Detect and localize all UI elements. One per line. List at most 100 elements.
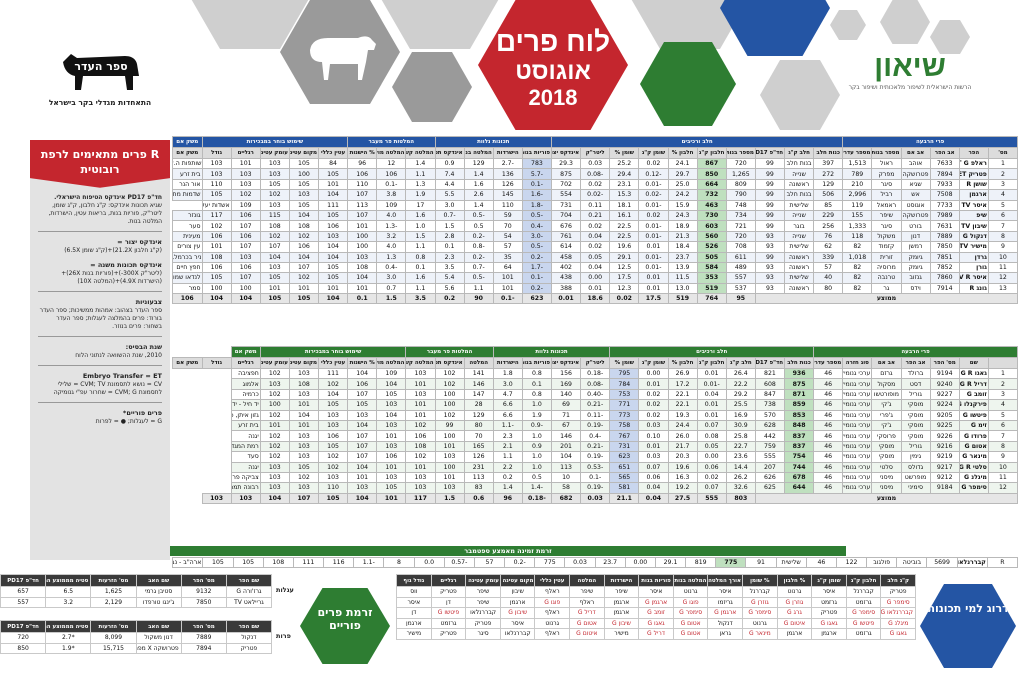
table-cell: 103 xyxy=(405,388,436,401)
table-row: 13 גונג R 7914 וידס גר 82 80 ראשונה 93 537 519 13.0… xyxy=(172,282,1019,295)
table-cell: 6.6 xyxy=(492,399,523,411)
table-cell: 397 xyxy=(813,157,844,170)
group-header: המלטות פר מעבר xyxy=(405,346,494,358)
header: לוח פרים אוגוסט 2018 שיאון הרשות הישראלי… xyxy=(0,0,1024,132)
table-row: גאגו G גרזמט ארגמן ארגמן מינאר G גראן אטום G דר… xyxy=(396,628,916,640)
table-cell: מישיר xyxy=(396,628,432,640)
table-cell: 1.0 xyxy=(521,399,553,411)
table-cell: 110 xyxy=(347,178,378,191)
table-cell: מוסקי xyxy=(871,451,902,463)
table-cell: 871 xyxy=(783,388,815,401)
table-cell: 758 xyxy=(609,419,640,432)
legend-panel: R פרים מתאימים לרפת רובוטית חד"פ PD17 אי… xyxy=(30,140,170,560)
decor-hex-green xyxy=(640,42,736,126)
table-cell: ערכי גנומיקה (ללא בנות) xyxy=(842,409,873,421)
table-cell: 106 xyxy=(201,230,232,243)
column-header: שומן % xyxy=(609,147,640,159)
table-cell: 102 xyxy=(434,378,465,390)
table-cell: 106 xyxy=(405,430,436,442)
table-cell: איסר xyxy=(811,586,847,598)
column-header: מספר עדרים xyxy=(842,147,873,159)
table-cell: 23.7 xyxy=(594,556,626,569)
table-cell: חפציבה xyxy=(230,367,261,380)
table-cell: 46 xyxy=(813,378,844,390)
table-cell: 837 xyxy=(783,440,815,453)
table-cell: גראן xyxy=(707,628,744,640)
table-cell: 10 xyxy=(987,461,1019,473)
average-cell: 105 xyxy=(317,492,349,505)
table-cell: סמר xyxy=(172,282,203,295)
availability-divider: זרמת זמינה מאמצע ספטמבר xyxy=(170,546,846,556)
average-cell: 519 xyxy=(667,293,698,305)
table-cell: איסר TV R xyxy=(958,272,989,284)
table-cell: 106 xyxy=(230,230,261,243)
table-cell: ראלף xyxy=(569,596,605,608)
table-cell: 0.11 xyxy=(580,199,611,211)
table-cell: 105 xyxy=(232,556,264,569)
table-cell: 19.2 xyxy=(667,482,698,494)
average-cell: 803 xyxy=(725,492,756,505)
table-cell: -0.2 xyxy=(521,251,553,263)
table-cell: מפרק xyxy=(871,168,902,180)
table-cell: 256 xyxy=(813,220,844,232)
table-cell: דנקול G xyxy=(958,230,989,243)
table-cell: כרמיה xyxy=(230,388,261,401)
column-header: גודל xyxy=(201,357,232,369)
column-header: מקום עטינה xyxy=(288,147,320,159)
table-cell: 105 xyxy=(317,272,349,284)
table-cell: 2.1 xyxy=(492,440,523,453)
table-cell: 732 xyxy=(696,189,727,201)
table-cell: גרנוט xyxy=(742,617,778,629)
table-cell: 7.4 xyxy=(434,168,465,180)
table-cell: 103 xyxy=(347,251,378,263)
table-cell: 106 xyxy=(288,241,320,253)
table-cell: 10 xyxy=(987,251,1019,263)
table-cell: 9 xyxy=(987,241,1019,253)
table-cell: 0.05 xyxy=(580,251,611,263)
table-cell: 557 xyxy=(0,596,47,608)
column-header: ק"ג חלב xyxy=(880,574,916,587)
table-cell: 105 xyxy=(347,399,378,411)
table-cell: 210 xyxy=(842,178,873,191)
table-cell: 795 xyxy=(609,367,640,380)
table-cell: 753 xyxy=(609,388,640,401)
column-header: חד"פ PD17 xyxy=(754,147,786,159)
legend-text: CV = נושא לתסמונת CVM; TV = שלילי לתסמונ… xyxy=(53,380,162,396)
average-row: ממוצע 95 764 519 17.5 0.02 18.6 0.01 623 -0.1 90 0.… xyxy=(172,293,1019,305)
table-cell: 102 xyxy=(259,430,290,442)
table-cell: פירקנלו G xyxy=(958,399,989,411)
table-cell: 104 xyxy=(317,189,349,201)
table-cell: 702 xyxy=(550,178,582,191)
table-cell: 3.0 xyxy=(434,199,465,211)
table-cell: 15.9 xyxy=(667,199,698,211)
table-cell: 6 xyxy=(987,419,1019,432)
table-cell: -1.6 xyxy=(521,189,553,201)
table-cell: גרדן xyxy=(958,251,989,263)
table-cell: -0.01 xyxy=(638,251,669,263)
table-cell: 108 xyxy=(262,556,294,569)
table-cell: 0.07 xyxy=(696,482,727,494)
table-cell: 82 xyxy=(842,261,873,274)
table-cell: וידס xyxy=(900,282,931,295)
table-cell: 106 xyxy=(376,451,407,463)
table-cell: גרזמט xyxy=(811,596,847,608)
table-cell: מיגלנ G xyxy=(880,617,916,629)
table-cell: 3 xyxy=(987,178,1019,191)
table-cell: 12 xyxy=(987,272,1019,284)
average-cell: 104 xyxy=(259,492,290,505)
table-cell: אור הנר xyxy=(172,178,203,191)
table-cell: סיגר xyxy=(465,628,501,640)
table-cell: 101 xyxy=(376,461,407,473)
table-cell: 2 xyxy=(987,378,1019,390)
table-cell: 0.01 xyxy=(638,440,669,453)
column-header: עטין כללי xyxy=(317,357,349,369)
table-cell: -0.9 xyxy=(521,419,553,432)
table-cell: קבררנלאו xyxy=(499,628,536,640)
divider xyxy=(38,231,162,233)
table-cell: 1.6 xyxy=(405,209,436,222)
column-header: עומק עטינה xyxy=(465,574,501,587)
table-cell: 1,513 xyxy=(842,157,873,170)
table-cell: 738 xyxy=(754,399,786,411)
